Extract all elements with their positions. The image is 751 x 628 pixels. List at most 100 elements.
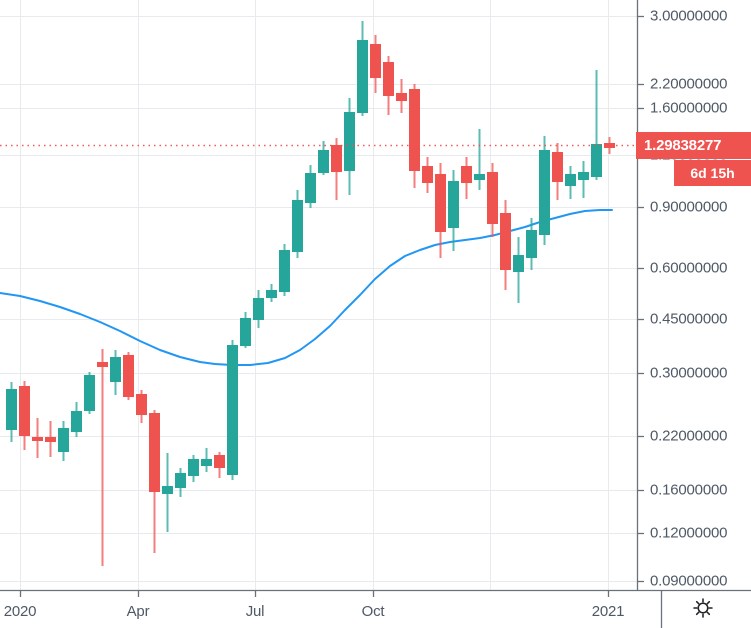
candle[interactable] xyxy=(305,165,316,208)
candle[interactable] xyxy=(253,290,264,328)
candle-body xyxy=(591,144,602,177)
candle-body xyxy=(565,174,576,186)
candlestick-series xyxy=(6,21,615,566)
candle[interactable] xyxy=(461,157,472,199)
candle-body xyxy=(552,152,563,182)
candle-body xyxy=(305,173,316,203)
candle[interactable] xyxy=(214,452,225,478)
candle[interactable] xyxy=(344,98,355,195)
candle-body xyxy=(513,255,524,272)
candle-body xyxy=(344,112,355,171)
vertical-gridlines xyxy=(20,0,609,590)
candle-body xyxy=(136,394,147,415)
candle-body xyxy=(201,459,212,466)
candle[interactable] xyxy=(97,349,108,566)
candle[interactable] xyxy=(383,56,394,115)
candle[interactable] xyxy=(604,137,615,154)
candle[interactable] xyxy=(292,190,303,258)
candle-body xyxy=(110,357,121,382)
candle[interactable] xyxy=(84,372,95,414)
candle[interactable] xyxy=(357,21,368,116)
candle[interactable] xyxy=(19,381,30,450)
candle[interactable] xyxy=(266,284,277,302)
candle[interactable] xyxy=(136,390,147,423)
candle-body xyxy=(32,437,43,441)
candle[interactable] xyxy=(474,129,485,190)
current-price-badge[interactable]: 1.29838277 xyxy=(636,132,751,159)
candle[interactable] xyxy=(188,455,199,482)
candle[interactable] xyxy=(201,448,212,472)
candle[interactable] xyxy=(565,166,576,199)
candle[interactable] xyxy=(149,410,160,553)
x-axis-tick-label: Apr xyxy=(126,603,150,620)
candle-body xyxy=(487,172,498,224)
candle[interactable] xyxy=(500,200,511,290)
candle[interactable] xyxy=(487,163,498,237)
candle-body xyxy=(97,362,108,367)
candle-body xyxy=(383,62,394,96)
candle-body xyxy=(435,174,446,232)
candle[interactable] xyxy=(578,161,589,198)
y-axis-tick-label: 1.60000000 xyxy=(650,99,728,117)
candle-body xyxy=(578,172,589,180)
axis-ticks xyxy=(19,15,644,597)
candle-body xyxy=(292,200,303,252)
y-axis-tick-label: 0.90000000 xyxy=(650,198,728,216)
candle[interactable] xyxy=(240,312,251,348)
moving-average-line xyxy=(0,209,613,366)
candle[interactable] xyxy=(552,143,563,200)
candle[interactable] xyxy=(422,157,433,193)
candle-body xyxy=(58,428,69,452)
candle[interactable] xyxy=(318,141,329,175)
y-axis-tick-label: 0.12000000 xyxy=(650,524,728,542)
y-axis-tick-label: 0.09000000 xyxy=(650,572,728,590)
candle[interactable] xyxy=(331,138,342,200)
y-axis-tick-label: 0.16000000 xyxy=(650,481,728,499)
candle-body xyxy=(175,473,186,488)
y-axis-tick-label: 3.00000000 xyxy=(650,7,728,25)
candle[interactable] xyxy=(539,136,550,245)
candle[interactable] xyxy=(123,352,134,400)
candle-body xyxy=(227,345,238,475)
candle-countdown-badge: 6d 15h xyxy=(674,160,751,186)
candle-body xyxy=(604,143,615,148)
candle[interactable] xyxy=(526,218,537,270)
candle[interactable] xyxy=(32,418,43,458)
candle[interactable] xyxy=(370,35,381,93)
candle[interactable] xyxy=(110,350,121,395)
candle[interactable] xyxy=(71,402,82,437)
candle[interactable] xyxy=(513,237,524,303)
y-axis-tick-label: 0.45000000 xyxy=(650,310,728,328)
candle[interactable] xyxy=(162,453,173,532)
candle[interactable] xyxy=(409,84,420,188)
candle[interactable] xyxy=(58,421,69,461)
candle-body xyxy=(331,145,342,172)
candle-body xyxy=(500,213,511,270)
candle-body xyxy=(370,44,381,78)
horizontal-gridlines xyxy=(0,16,637,582)
y-axis-tick-label: 0.22000000 xyxy=(650,427,728,445)
y-axis-tick-label: 0.30000000 xyxy=(650,364,728,382)
candle-wick xyxy=(101,349,104,566)
candle[interactable] xyxy=(435,163,446,258)
candle-body xyxy=(240,318,251,346)
candle-body xyxy=(448,181,459,228)
candle-body xyxy=(266,290,277,298)
candle[interactable] xyxy=(591,70,602,180)
candle[interactable] xyxy=(448,170,459,251)
candle-body xyxy=(45,437,56,442)
gear-icon-glyph xyxy=(693,598,713,618)
candle[interactable] xyxy=(396,79,407,113)
candle[interactable] xyxy=(6,382,17,442)
candle[interactable] xyxy=(227,340,238,480)
candle-wick xyxy=(595,70,598,180)
candle-body xyxy=(461,166,472,183)
candle[interactable] xyxy=(279,244,290,296)
candle-body xyxy=(357,40,368,113)
candle[interactable] xyxy=(45,421,56,457)
gear-icon[interactable] xyxy=(690,595,716,621)
candle[interactable] xyxy=(175,468,186,497)
